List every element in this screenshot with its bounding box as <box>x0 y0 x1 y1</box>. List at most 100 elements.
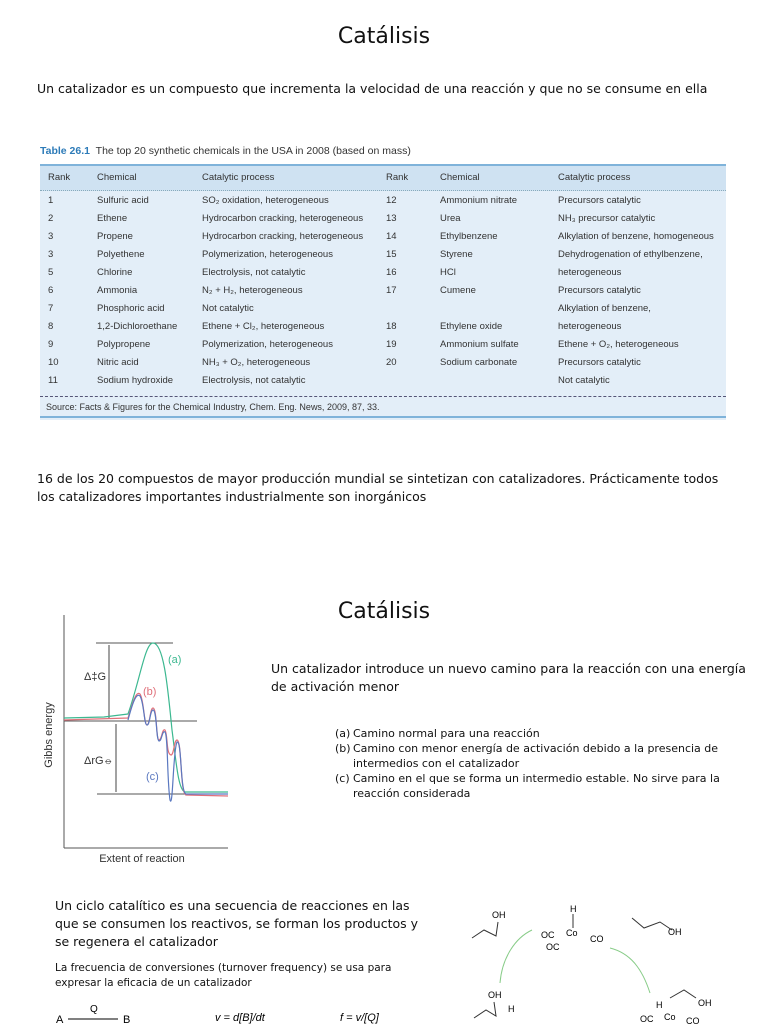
table-cell: Ethene <box>97 213 128 224</box>
table-cell: N₂ + H₂, heterogeneous <box>202 285 303 296</box>
table-label: Table 26.1 <box>40 145 90 157</box>
co-label: CO <box>686 1016 700 1024</box>
column-header: Rank <box>386 172 409 183</box>
table-cell: Ammonium sulfate <box>440 339 519 350</box>
table-cell: Sulfuric acid <box>97 195 149 206</box>
cycle-text: Un ciclo catalítico es una secuencia de … <box>55 898 419 949</box>
pathway-item-b: (b) Camino con menor energía de activació… <box>335 741 735 771</box>
list-text: Camino con menor energía de activación d… <box>353 742 719 770</box>
table-cell: Alkylation of benzene, homogeneous <box>558 231 714 242</box>
equations: A Q B v = d[B]/dt f = v/[Q] <box>56 1004 380 1024</box>
table-cell: 13 <box>386 213 397 224</box>
slide2-intro: Un catalizador introduce un nuevo camino… <box>271 661 746 694</box>
table-cell: Electrolysis, not catalytic <box>202 267 306 278</box>
tof-text: La frecuencia de conversiones (turnover … <box>55 962 392 989</box>
table-cell: 1,2-Dichloroethane <box>97 321 178 332</box>
table-cell: Ethene + Cl₂, heterogeneous <box>202 321 325 332</box>
pathway-item-a: (a) Camino normal para una reacción <box>335 726 735 741</box>
table-cell: Hydrocarbon cracking, heterogeneous <box>202 231 364 242</box>
table-cell: Nitric acid <box>97 357 139 368</box>
catalyst-q: Q <box>90 1004 98 1015</box>
table-cell: Hydrocarbon cracking, heterogeneous <box>202 213 364 224</box>
oh-label: OH <box>492 910 506 920</box>
slide2-title: Catálisis <box>337 599 431 624</box>
list-text: Camino normal para una reacción <box>353 727 540 740</box>
table-cell: 17 <box>386 285 397 296</box>
table-cell: 1 <box>48 195 54 206</box>
table-cell: 8 <box>48 321 54 332</box>
activation-energy-label: Δ‡G <box>84 671 106 683</box>
table-cell: heterogeneous <box>558 267 622 278</box>
table-cell: Ethylbenzene <box>440 231 498 242</box>
curve-c <box>127 694 228 802</box>
h-label: H <box>656 1000 663 1010</box>
oh-label: OH <box>698 998 712 1008</box>
table-cell: HCl <box>440 267 456 278</box>
table-caption: Table 26.1 The top 20 synthetic chemical… <box>40 140 726 164</box>
table-cell: Urea <box>440 213 461 224</box>
table-header: Rank Chemical Catalytic process Rank Chemica… <box>40 164 726 191</box>
list-marker: (c) <box>335 772 350 785</box>
slide1-intro: Un catalizador es un compuesto que incre… <box>37 81 708 96</box>
cycle-arrow <box>499 929 533 984</box>
table-cell: heterogeneous <box>558 321 622 332</box>
table-cell: 6 <box>48 285 54 296</box>
column-header: Catalytic process <box>202 172 275 183</box>
table-cell: Alkylation of benzene, <box>558 303 651 314</box>
cobalt-label: Co <box>664 1012 676 1022</box>
table-cell: Styrene <box>440 249 473 260</box>
h-label: H <box>508 1004 515 1014</box>
list-text: Camino en el que se forma un intermedio … <box>353 772 720 800</box>
table-cell: 18 <box>386 321 397 332</box>
list-marker: (a) <box>335 727 351 740</box>
slide1-title: Catálisis <box>337 24 431 49</box>
intermediate-molecule <box>473 1001 497 1019</box>
product-b: B <box>123 1014 130 1024</box>
table-cell: NH₃ precursor catalytic <box>558 213 656 224</box>
table-cell: 19 <box>386 339 397 350</box>
table-cell: Precursors catalytic <box>558 195 641 206</box>
table-cell: Precursors catalytic <box>558 357 641 368</box>
reactant-a: A <box>56 1014 64 1024</box>
table-cell: 11 <box>48 375 58 386</box>
column-header: Chemical <box>440 172 480 183</box>
table-cell: 5 <box>48 267 54 278</box>
table-cell: 3 <box>48 231 54 242</box>
table-cell: Polymerization, heterogeneous <box>202 339 333 350</box>
oc-label: OC <box>546 942 560 952</box>
table-cell: Polymerization, heterogeneous <box>202 249 333 260</box>
h-label: H <box>570 904 577 914</box>
bound-alkene <box>669 989 697 999</box>
curve-b-label: (b) <box>143 686 156 698</box>
table-cell: 12 <box>386 195 397 206</box>
allyl-alcohol-molecule <box>471 921 499 939</box>
slide1-paragraph: 16 de los 20 compuestos de mayor producc… <box>37 471 719 504</box>
curve-a-label: (a) <box>168 654 181 666</box>
table-cell: Precursors catalytic <box>558 285 641 296</box>
gibbs-energy-diagram: Gibbs energy Extent of reaction Δ‡G ΔrG⦵… <box>43 615 229 865</box>
table-cell: 3 <box>48 249 54 260</box>
table-cell: Dehydrogenation of ethylbenzene, <box>558 249 703 260</box>
table-cell: Electrolysis, not catalytic <box>202 375 306 386</box>
table-cell: SO₂ oxidation, heterogeneous <box>202 195 329 206</box>
cobalt-label: Co <box>566 928 578 938</box>
table-cell: Chlorine <box>97 267 133 278</box>
catalytic-cycle-diagram: OH H OC Co CO OC OH OH H H OH OC Co CO <box>471 904 712 1024</box>
curve-c-label: (c) <box>146 771 159 783</box>
oc-label: OC <box>640 1014 654 1024</box>
oc-label: OC <box>541 930 555 940</box>
oh-label: OH <box>488 990 502 1000</box>
co-label: CO <box>590 934 604 944</box>
table-cell: 20 <box>386 357 397 368</box>
table-cell: Not catalytic <box>558 375 610 386</box>
table-cell: Polypropene <box>97 339 151 350</box>
cycle-arrow <box>609 947 651 994</box>
tof-equation: f = v/[Q] <box>340 1012 380 1024</box>
table-cell: 7 <box>48 303 54 314</box>
table-cell: Polyethene <box>97 249 145 260</box>
table-cell: 15 <box>386 249 397 260</box>
table-caption-text: The top 20 synthetic chemicals in the US… <box>95 145 411 157</box>
table-cell: 14 <box>386 231 397 242</box>
table-cell: Ammonia <box>97 285 138 296</box>
